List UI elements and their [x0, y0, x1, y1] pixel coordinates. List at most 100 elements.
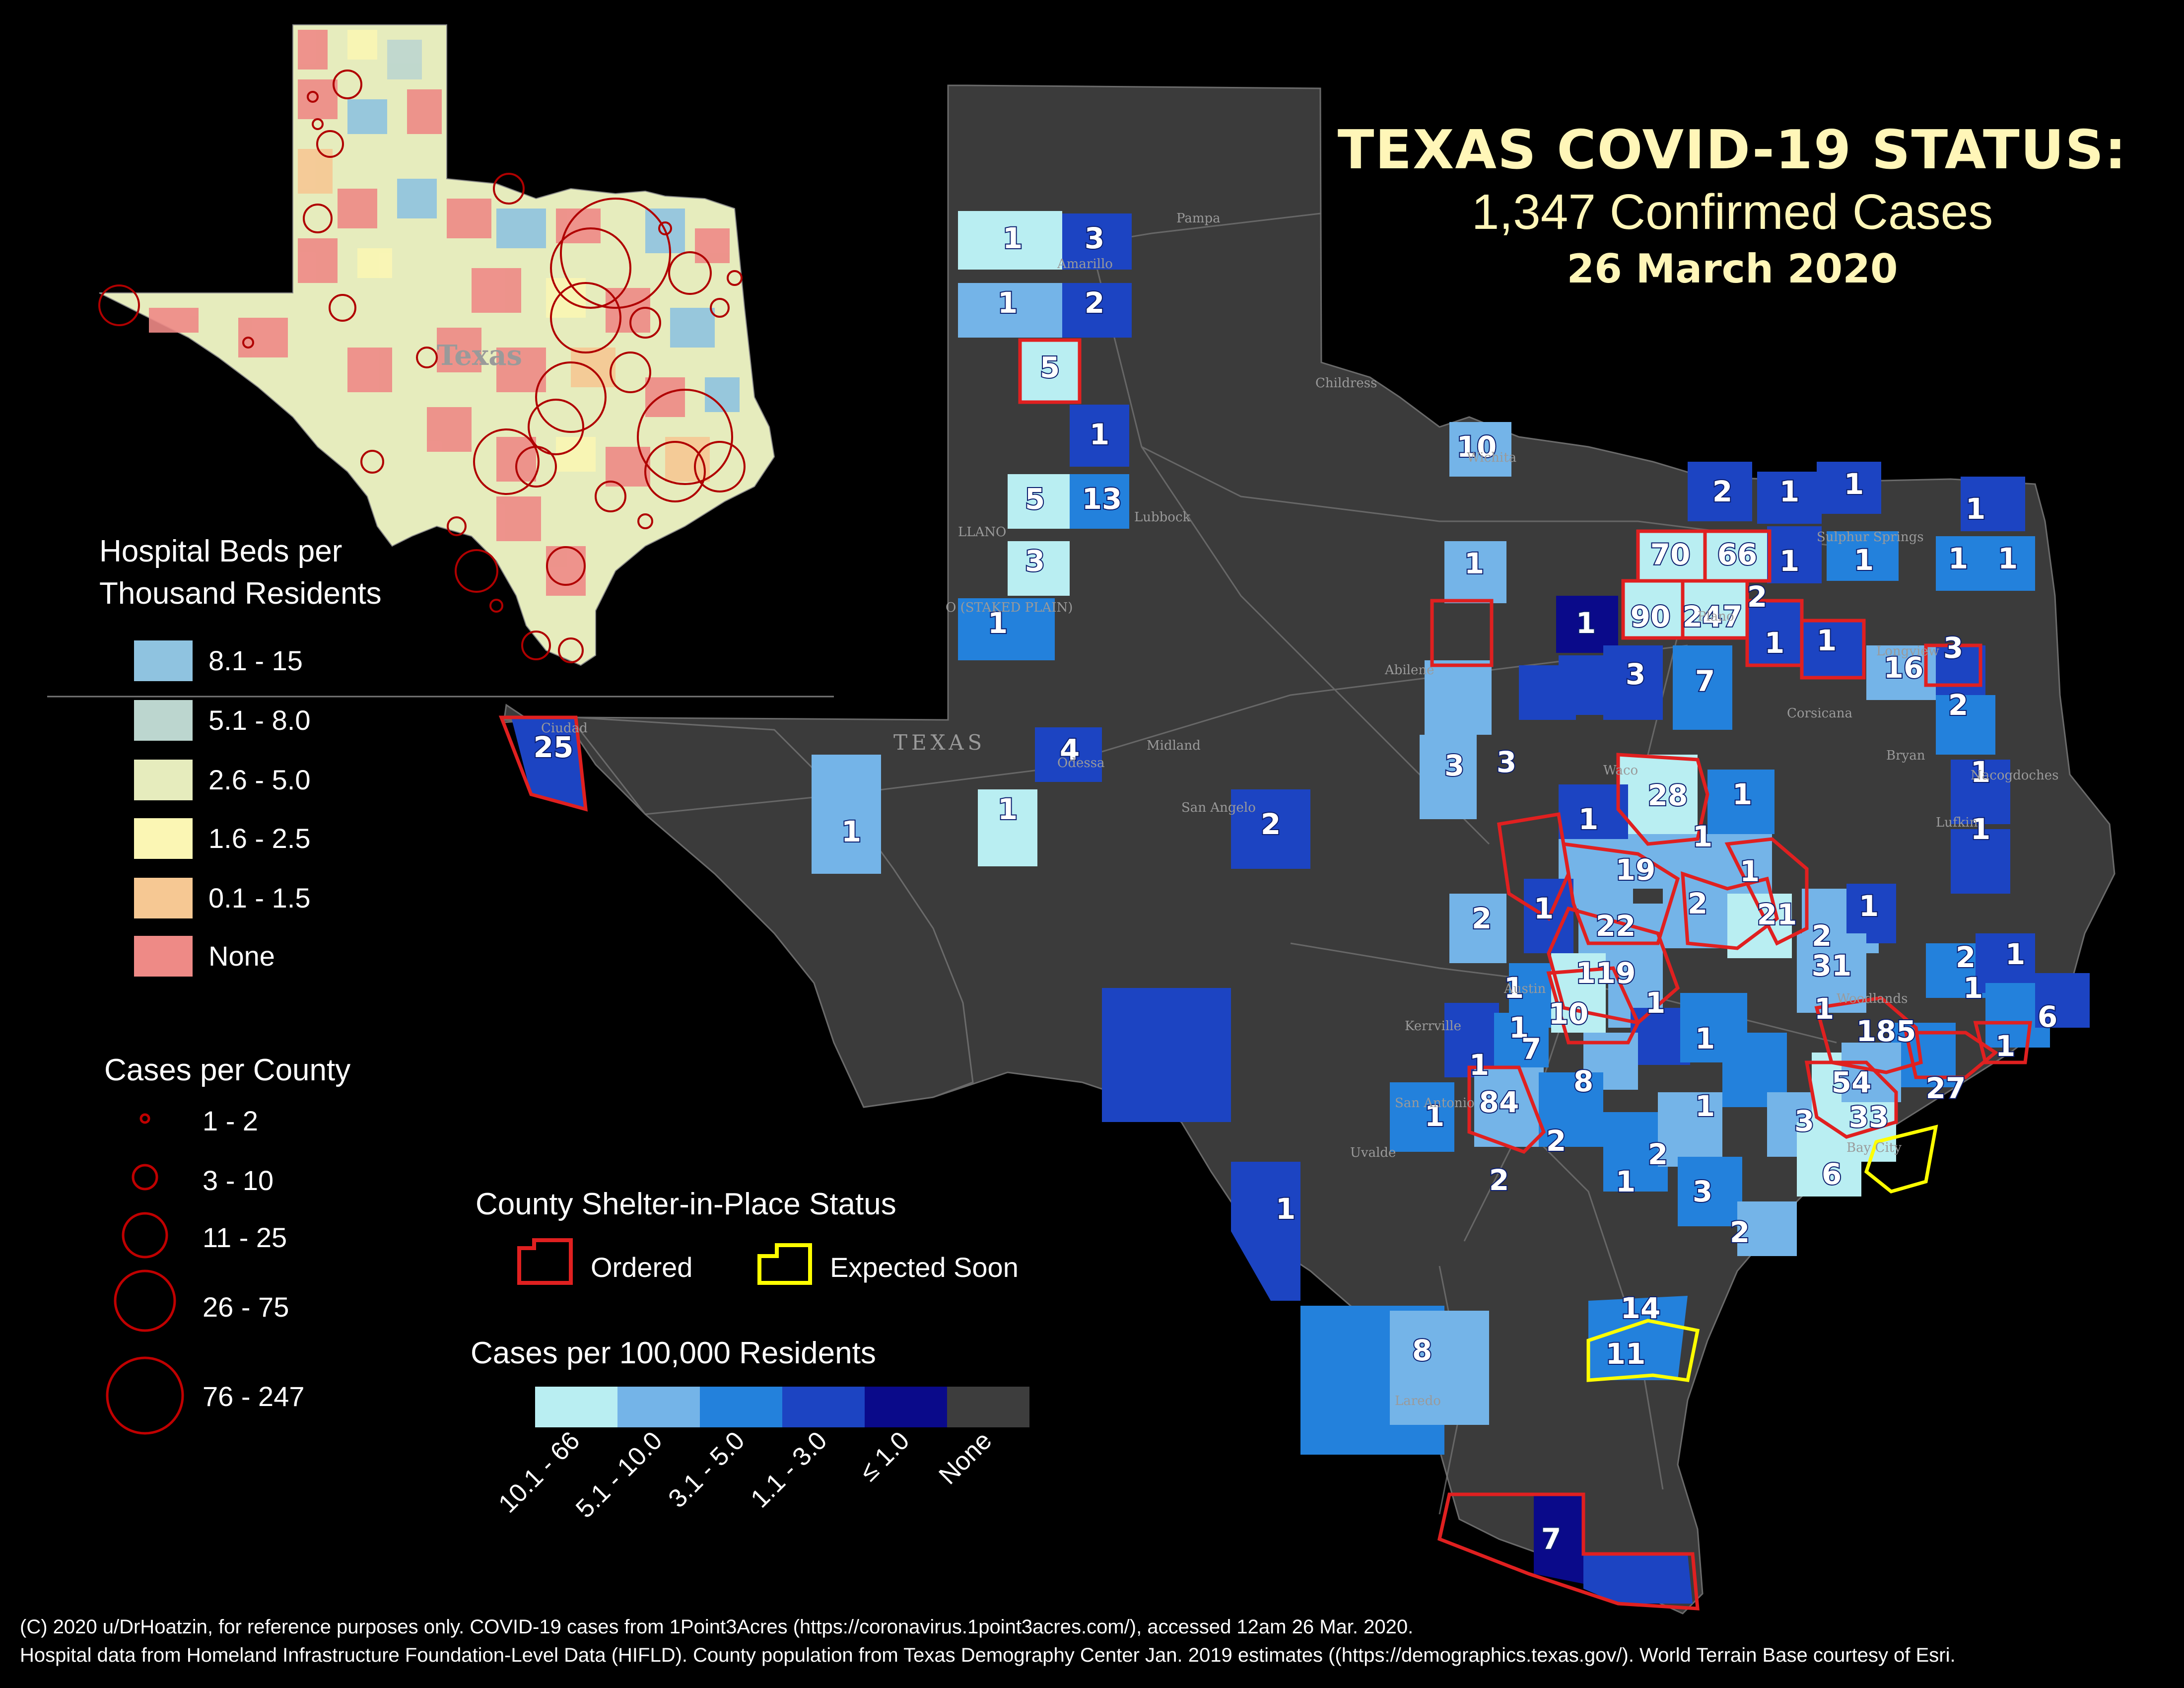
county-case-count: 1	[1732, 777, 1752, 811]
rate-legend-swatch	[535, 1387, 617, 1427]
beds-legend-label: 5.1 - 8.0	[208, 704, 311, 736]
basemap-place-label: Childress	[1315, 376, 1377, 391]
county-case-count: 1	[1998, 542, 2018, 575]
county-case-count: 1	[1469, 1048, 1489, 1082]
county-case-count: 6	[2038, 1000, 2057, 1034]
county-case-count: 7	[1695, 664, 1715, 698]
county-case-count: 1	[841, 815, 861, 848]
county-case-count: 54	[1832, 1065, 1872, 1099]
beds-legend-title-line1: Hospital Beds per	[99, 534, 342, 568]
rate-legend-title: Cases per 100,000 Residents	[471, 1336, 876, 1370]
cases-legend-label: 1 - 2	[203, 1105, 259, 1136]
county-case-count: 1	[1276, 1192, 1296, 1226]
cases-legend-label: 11 - 25	[203, 1222, 287, 1253]
basemap-place-label: Midland	[1147, 738, 1201, 753]
expected-legend-icon	[757, 1243, 812, 1285]
county-case-count: 2	[1472, 902, 1492, 935]
county-case-count: 1	[1695, 1089, 1715, 1123]
county-case-count: 70	[1650, 538, 1691, 571]
rate-legend-label: 5.1 - 10.0	[570, 1426, 668, 1523]
rate-legend-label: 1.1 - 3.0	[746, 1426, 833, 1513]
county-case-count: 1	[1090, 418, 1109, 451]
rate-legend-bar: 10.1 - 665.1 - 10.03.1 - 5.01.1 - 3.0 ≤ 1…	[493, 1387, 1029, 1524]
county-case-count: 1	[1645, 986, 1665, 1020]
inset-state-label: Texas	[437, 339, 522, 372]
county-case-count: 3	[1085, 221, 1104, 255]
county-case-count: 1	[1693, 820, 1712, 853]
county-case-count: 119	[1575, 956, 1636, 990]
basemap-place-label: Bryan	[1886, 748, 1925, 763]
county-case-count: 33	[1849, 1100, 1889, 1134]
basemap-place-label: Woodlands	[1837, 991, 1908, 1006]
county-case-count: 5	[1025, 482, 1045, 516]
shelter-legend-title: County Shelter-in-Place Status	[476, 1187, 896, 1221]
county-case-count: 90	[1631, 600, 1671, 633]
county-case-count: 1	[1616, 1165, 1636, 1198]
basemap-place-label: O (STAKED PLAIN)	[946, 600, 1073, 615]
county-case-count: 1	[1576, 606, 1596, 640]
basemap-place-label: Corsicana	[1787, 706, 1852, 721]
basemap-place-label: Wichita	[1467, 450, 1516, 465]
cases-legend-label: 3 - 10	[203, 1165, 274, 1196]
county-case-count: 8	[1412, 1334, 1432, 1367]
county-case-count: 1	[1464, 547, 1484, 580]
county-case-count: 3	[1497, 745, 1516, 779]
county-case-count: 10	[1457, 430, 1497, 464]
basemap-place-label: Plano	[1698, 609, 1734, 624]
county-case-count: 1	[1504, 971, 1524, 1005]
cases-legend-circles	[106, 1113, 184, 1435]
county-case-count: 1	[1971, 812, 1990, 846]
confirmed-cases-subtitle: 1,347 Confirmed Cases	[1471, 184, 1993, 240]
county-case-count: 1	[1779, 544, 1799, 578]
basemap-place-label: Uvalde	[1350, 1145, 1396, 1160]
footer-credit-line2: Hospital data from Homeland Infrastructu…	[20, 1644, 1956, 1666]
county-case-count: 2	[1085, 286, 1104, 320]
basemap-place-label: Lufkin	[1936, 815, 1978, 830]
county-case-count: 1	[1814, 992, 1834, 1026]
basemap-place-label: Longview	[1876, 644, 1939, 659]
county-case-count: 1	[2005, 937, 2025, 971]
footer-credit-line1: (C) 2020 u/DrHoatzin, for reference purp…	[20, 1616, 1414, 1638]
county-case-count: 185	[1856, 1014, 1916, 1048]
basemap-place-label: LLANO	[958, 525, 1006, 540]
county-case-count: 2	[1812, 919, 1832, 953]
county-case-count: 3	[1794, 1104, 1814, 1138]
basemap-place-label: TEXAS	[893, 730, 986, 755]
county-case-count: 27	[1926, 1071, 1966, 1105]
shelter-expected-outlines	[1586, 1125, 1938, 1382]
county-case-count: 2	[1730, 1215, 1750, 1249]
basemap-place-label: Laredo	[1395, 1394, 1441, 1408]
county-case-count: 66	[1717, 538, 1758, 571]
county-case-count: 2	[1956, 940, 1976, 974]
county-case-count: 1	[1578, 802, 1598, 836]
basemap-place-label: Nacogdoches	[1971, 768, 2058, 783]
basemap-place-label: Amarillo	[1057, 257, 1113, 272]
county-case-count: 5	[1040, 351, 1060, 384]
county-case-count: 16	[1884, 651, 1924, 685]
county-case-count: 2	[1546, 1124, 1566, 1158]
basemap-place-labels: Pampa Amarillo Childress Wichita Lubbock LLAN…	[541, 211, 2058, 1408]
rate-legend-swatch	[617, 1387, 700, 1427]
county-case-count: 1	[1425, 1099, 1444, 1133]
county-case-count: 247	[1682, 600, 1742, 633]
county-case-count: 1	[1971, 755, 1990, 789]
county-case-count: 3	[1693, 1175, 1712, 1208]
county-case-count: 10	[1549, 997, 1589, 1031]
shelter-ordered-outlines	[498, 338, 2032, 1611]
expected-legend-label: Expected Soon	[830, 1252, 1019, 1283]
county-case-count: 1	[1740, 854, 1760, 888]
beds-legend-title-line2: Thousand Residents	[99, 576, 382, 611]
cases-legend-label: 76 - 247	[203, 1381, 305, 1412]
county-case-count: 1	[1844, 467, 1864, 501]
county-case-count: 1	[988, 606, 1008, 640]
rate-legend-label: None	[934, 1426, 998, 1490]
county-case-count: 1	[1765, 626, 1784, 660]
inset-case-circles	[98, 70, 746, 663]
beds-legend-swatch	[134, 936, 193, 977]
beds-legend-label: 1.6 - 2.5	[208, 823, 311, 854]
county-case-count: 14	[1621, 1291, 1661, 1325]
county-case-count: 2	[1948, 688, 1968, 722]
county-case-count: 1	[1854, 543, 1874, 577]
basemap-place-label: Lubbock	[1134, 510, 1191, 525]
